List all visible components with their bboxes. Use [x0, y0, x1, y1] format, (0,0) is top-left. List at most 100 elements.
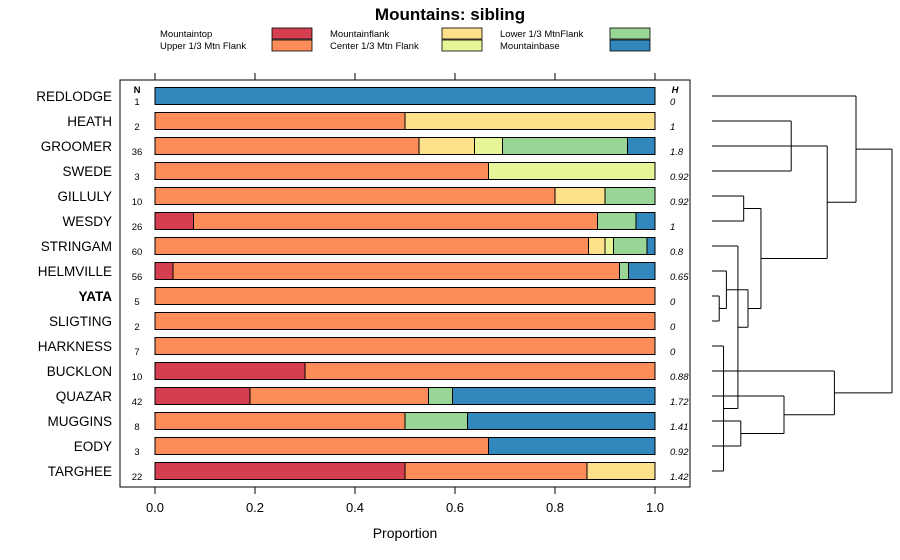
bar-segment [154, 312, 656, 330]
bar-segment [554, 187, 606, 205]
row-n: 56 [132, 272, 143, 283]
bar-segment [627, 137, 656, 155]
row-h: 0.65 [670, 272, 689, 283]
bar-segment [646, 237, 656, 255]
row-label: HARKNESS [38, 339, 112, 354]
bar-segment [619, 262, 629, 280]
row-h: 0.92 [670, 172, 689, 183]
bar-segment [193, 212, 598, 230]
legend-label-0: Mountaintop [160, 29, 212, 40]
bar-segment [635, 212, 656, 230]
n-column-header: N [134, 85, 141, 96]
row-label: GILLULY [57, 189, 112, 204]
bar-segment [154, 412, 406, 430]
x-tick-label: 1.0 [646, 500, 664, 515]
bar-segment [404, 112, 656, 130]
row-n: 2 [134, 322, 139, 333]
row-n: 3 [134, 447, 139, 458]
bar-segment [488, 437, 656, 455]
row-label: HEATH [67, 114, 112, 129]
row-label: SLIGTING [49, 314, 112, 329]
bar-segment [154, 362, 306, 380]
bar-segment [597, 212, 637, 230]
row-label: TARGHEE [48, 464, 112, 479]
row-label: MUGGINS [47, 414, 112, 429]
row-label: HELMVILLE [38, 264, 112, 279]
row-n: 3 [134, 172, 139, 183]
row-h: 0.88 [670, 372, 689, 383]
bar-segment [154, 287, 656, 305]
row-h: 1.8 [670, 147, 684, 158]
x-tick-label: 0.4 [346, 500, 364, 515]
bar-segment [249, 387, 429, 405]
row-h: 1.42 [670, 472, 689, 483]
row-label: BUCKLON [47, 364, 112, 379]
bar-segment [467, 412, 656, 430]
legend-swatch-5 [609, 39, 651, 52]
bar-segment [604, 187, 656, 205]
row-h: 1 [670, 222, 675, 233]
row-n: 22 [132, 472, 143, 483]
legend-label-5: Mountainbase [500, 41, 560, 52]
legend-swatch-4 [609, 27, 651, 40]
row-h: 0.92 [670, 447, 689, 458]
row-n: 60 [132, 247, 143, 258]
row-label: SWEDE [62, 164, 112, 179]
bar-segment [474, 137, 503, 155]
h-column-header: H [672, 85, 680, 96]
bar-segment [154, 337, 656, 355]
plot-panel [119, 79, 691, 488]
bar-segment [418, 137, 475, 155]
row-n: 42 [132, 397, 143, 408]
bar-segment [613, 237, 648, 255]
row-n: 5 [134, 297, 139, 308]
bar-segment [154, 187, 556, 205]
x-tick-label: 0.0 [146, 500, 164, 515]
row-h: 0 [670, 347, 676, 358]
bar-segment [154, 112, 406, 130]
row-h: 1.72 [670, 397, 689, 408]
legend-label-2: Mountainflank [330, 29, 389, 40]
x-tick-label: 0.2 [246, 500, 264, 515]
legend-label-3: Center 1/3 Mtn Flank [330, 41, 419, 52]
row-h: 0 [670, 97, 676, 108]
bar-segment [588, 237, 606, 255]
bar-segment [628, 262, 656, 280]
bar-segment [154, 162, 489, 180]
x-axis: 0.0 0.2 0.4 0.6 0.8 1.0 [146, 73, 664, 515]
row-label: EODY [74, 439, 112, 454]
bar-segment [154, 262, 174, 280]
bar-segment [154, 387, 251, 405]
bar-segment [154, 437, 489, 455]
legend-swatch-2 [441, 27, 483, 40]
row-n: 36 [132, 147, 143, 158]
legend-swatch-0 [271, 27, 313, 40]
row-n: 10 [132, 372, 143, 383]
row-label: WESDY [62, 214, 112, 229]
dendrogram [712, 95, 893, 472]
bar-segment [154, 87, 656, 105]
bar-segment [304, 362, 656, 380]
row-h: 0.8 [670, 247, 684, 258]
bar-segment [154, 212, 194, 230]
bar-segment [154, 137, 420, 155]
x-tick-label: 0.6 [446, 500, 464, 515]
bar-segment [604, 237, 614, 255]
row-n: 7 [134, 347, 139, 358]
row-n: 26 [132, 222, 143, 233]
row-label: GROOMER [41, 139, 113, 154]
x-tick-label: 0.8 [546, 500, 564, 515]
row-n: 1 [134, 97, 139, 108]
legend-label-1: Upper 1/3 Mtn Flank [160, 41, 246, 52]
legend-swatch-3 [441, 39, 483, 52]
legend-label-4: Lower 1/3 MtnFlank [500, 29, 584, 40]
bar-segment [404, 412, 468, 430]
bar-segment [172, 262, 620, 280]
row-label: QUAZAR [56, 389, 113, 404]
row-label: STRINGAM [41, 239, 112, 254]
row-h: 1 [670, 122, 675, 133]
bar-segment [586, 462, 656, 480]
